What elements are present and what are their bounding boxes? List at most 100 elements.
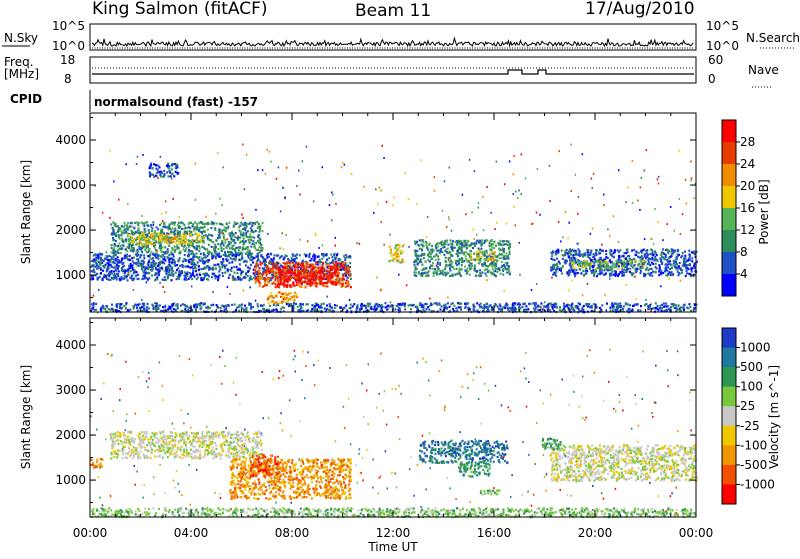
data-cell [421,269,423,271]
data-cell [313,279,315,281]
data-cell [156,226,158,228]
data-cell [294,272,296,274]
data-cell [133,262,135,264]
data-cell [315,262,317,264]
data-cell [478,248,480,250]
data-cell [331,279,333,281]
noise-cell [420,159,422,161]
data-cell [461,264,463,266]
data-cell [498,248,500,250]
data-cell [186,279,188,281]
data-cell [257,303,259,305]
data-cell [117,250,119,252]
data-cell [665,303,667,305]
data-cell [107,274,109,276]
data-cell [281,302,283,304]
data-cell [147,255,149,257]
data-cell [91,276,93,278]
data-cell [111,244,113,246]
data-cell [454,274,456,276]
data-cell [643,249,645,251]
data-cell [616,308,618,310]
data-cell [449,269,451,271]
data-cell [232,235,234,237]
data-cell [130,263,132,265]
data-cell [203,242,205,244]
data-cell [274,263,276,265]
data-cell [639,310,641,312]
noise-cell [93,264,95,266]
data-cell [224,251,226,253]
data-cell [117,225,119,227]
beam-title: Beam 11 [355,1,431,21]
data-cell [233,226,235,228]
data-cell [128,265,130,267]
data-cell [442,270,444,272]
noise-cell [332,194,334,196]
data-cell [148,240,150,242]
data-cell [219,266,221,268]
data-cell [200,307,202,309]
data-cell [154,232,156,234]
data-cell [349,275,351,277]
noise-cell [164,291,166,293]
noise-cell [137,156,139,158]
data-cell [451,254,453,256]
data-cell [171,267,173,269]
data-cell [566,304,568,306]
data-cell [130,277,132,279]
data-cell [276,267,278,269]
data-cell [402,304,404,306]
data-cell [473,304,475,306]
data-cell [234,222,236,224]
data-cell [125,257,127,259]
data-cell [542,308,544,310]
data-cell [540,306,542,308]
data-cell [551,258,553,260]
power-heatmap [90,144,698,314]
data-cell [506,240,508,242]
data-cell [473,269,475,271]
noise-cell [654,256,656,258]
data-cell [399,245,401,247]
data-cell [398,255,400,257]
data-cell [241,278,243,280]
data-cell [296,284,298,286]
data-cell [605,253,607,255]
data-cell [219,237,221,239]
data-cell [150,237,152,239]
data-cell [143,254,145,256]
data-cell [121,307,123,309]
data-cell [292,255,294,257]
data-cell [421,272,423,274]
data-cell [431,258,433,260]
noise-cell [603,204,605,206]
nave-tick-bottom: 0 [708,72,716,86]
noise-cell [141,299,143,301]
data-cell [484,269,486,271]
data-cell [112,228,114,230]
data-cell [506,272,508,274]
data-cell [212,304,214,306]
data-cell [396,253,398,255]
data-cell [311,281,313,283]
data-cell [131,275,133,277]
data-cell [302,304,304,306]
data-cell [467,267,469,269]
data-cell [91,264,93,266]
data-cell [132,269,134,271]
data-cell [421,239,423,241]
data-cell [423,253,425,255]
data-cell [422,245,424,247]
data-cell [404,308,406,310]
data-cell [140,254,142,256]
noise-cell [405,172,407,174]
data-cell [241,255,243,257]
data-cell [234,242,236,244]
data-cell [133,227,135,229]
data-cell [166,270,168,272]
data-cell [640,305,642,307]
noise-cell [635,298,637,300]
data-cell [137,254,139,256]
data-cell [327,275,329,277]
